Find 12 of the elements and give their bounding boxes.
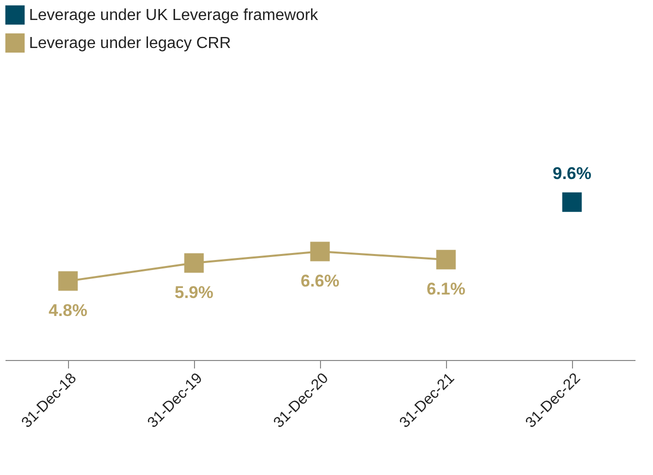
point xyxy=(436,250,456,270)
data-label: 6.1% xyxy=(426,280,466,299)
point xyxy=(310,242,330,262)
data-label: 6.6% xyxy=(300,271,340,290)
point xyxy=(184,253,204,273)
point xyxy=(58,271,78,291)
legend-label: Leverage under legacy CRR xyxy=(29,35,231,52)
point xyxy=(562,192,582,212)
data-label: 5.9% xyxy=(174,282,214,302)
legend-label: Leverage under UK Leverage framework xyxy=(29,7,320,24)
data-label: 9.6% xyxy=(552,164,592,184)
data-label: 4.8% xyxy=(48,301,88,320)
